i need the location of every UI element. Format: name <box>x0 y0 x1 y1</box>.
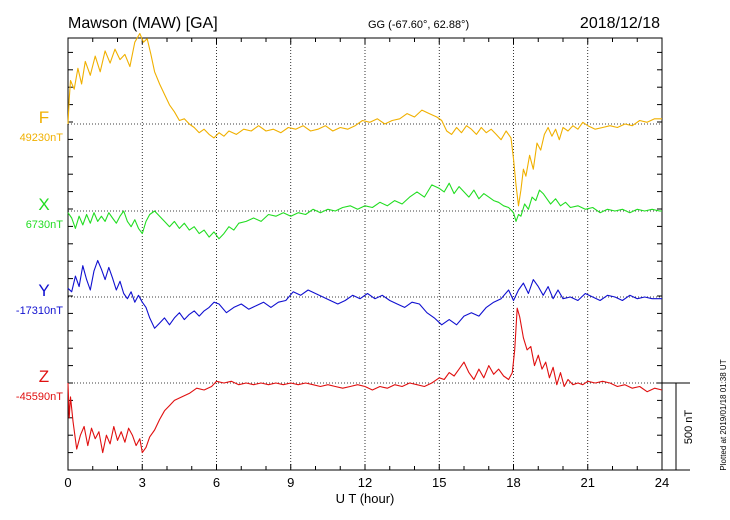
axis-ticks <box>67 38 663 471</box>
x-tick-label: 0 <box>64 475 71 490</box>
x-tick-labels: 0 3 6 9 12 15 18 21 24 <box>64 475 669 490</box>
series-baseline-y: -17310nT <box>16 305 63 317</box>
series-baseline-x: 6730nT <box>26 219 64 231</box>
scale-bar-label: 500 nT <box>683 410 695 445</box>
grid-lines <box>141 38 589 470</box>
x-tick-label: 15 <box>432 475 446 490</box>
x-axis-label: U T (hour) <box>336 491 395 506</box>
series-baseline-f: 49230nT <box>20 132 64 144</box>
date-label: 2018/12/18 <box>580 15 660 32</box>
x-tick-label: 3 <box>139 475 146 490</box>
x-tick-label: 9 <box>287 475 294 490</box>
series-name-x: X <box>38 195 49 214</box>
station-title: Mawson (MAW) [GA] <box>68 15 218 32</box>
series-line-x <box>67 182 662 240</box>
coordinates-label: GG (-67.60°, 62.88°) <box>368 19 469 31</box>
x-tick-label: 18 <box>506 475 520 490</box>
series-line-f <box>67 32 662 207</box>
series-labels: F 49230nT X 6730nT Y -17310nT Z -45590nT <box>16 108 63 403</box>
series-name-z: Z <box>39 367 49 386</box>
series-baseline-z: -45590nT <box>16 391 63 403</box>
series-lines <box>67 32 663 454</box>
scale-bar: 500 nT <box>662 382 695 471</box>
series-line-z <box>67 307 663 454</box>
x-tick-label: 12 <box>358 475 372 490</box>
x-tick-label: 24 <box>655 475 669 490</box>
series-name-y: Y <box>38 281 49 300</box>
x-tick-label: 6 <box>213 475 220 490</box>
series-name-f: F <box>39 108 49 127</box>
plotted-timestamp: Plotted at 2019/01/18 01:38 UT <box>719 359 728 470</box>
x-tick-label: 21 <box>581 475 595 490</box>
series-line-y <box>67 259 662 329</box>
